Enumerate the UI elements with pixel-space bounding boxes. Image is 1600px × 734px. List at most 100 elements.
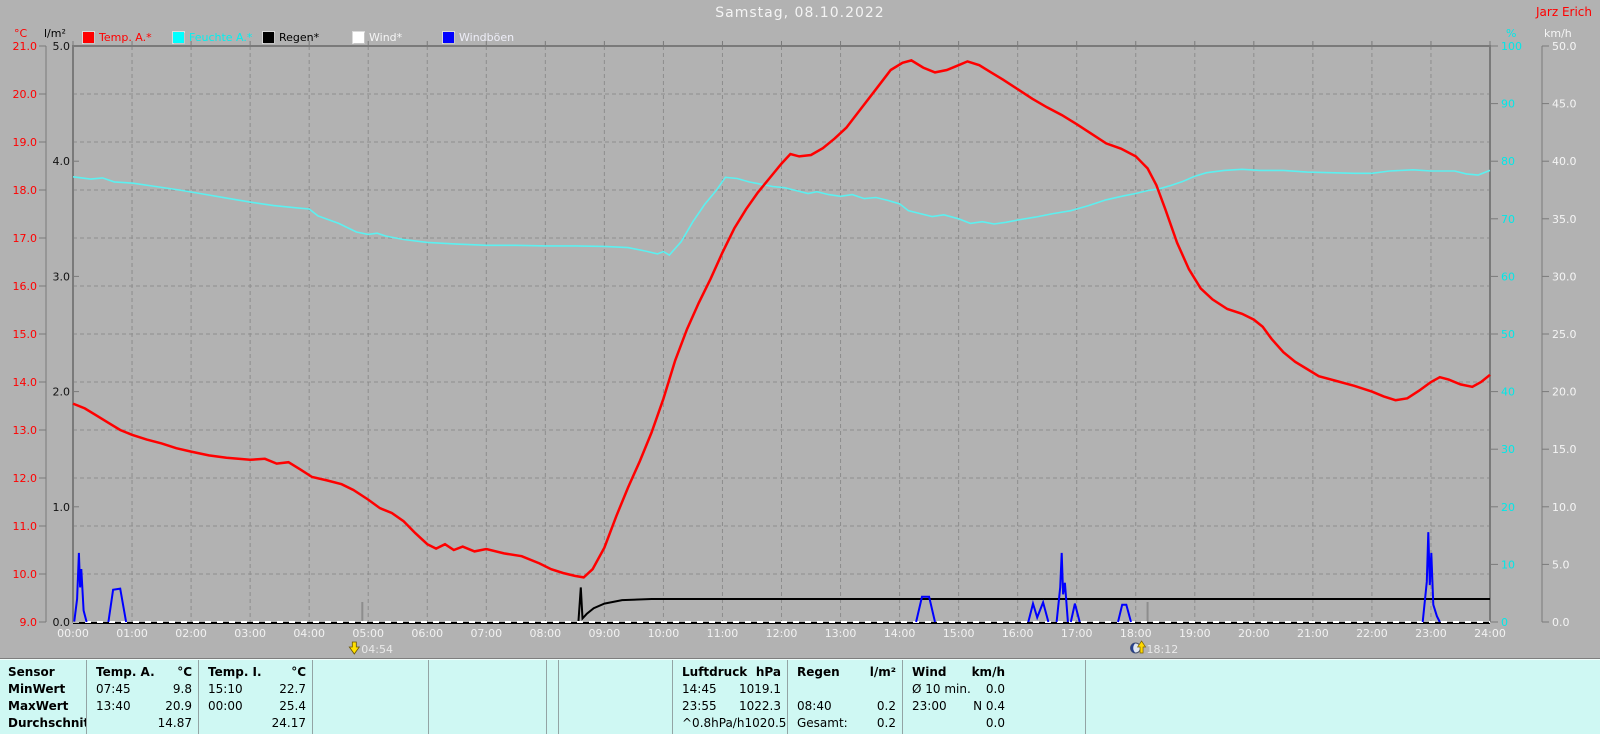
wind-axis-tick-label: 35.0 <box>1552 213 1577 226</box>
humidity-axis-tick-label: 80 <box>1501 155 1515 168</box>
wind-gust-spike <box>1069 603 1081 623</box>
temp-axis-tick-label: 17.0 <box>13 232 38 245</box>
series-legend: Temp. A.* Feuchte A.* Regen* Wind* Windb… <box>83 29 533 45</box>
wind-axis-tick-label: 30.0 <box>1552 270 1577 283</box>
temp-axis-tick-label: 20.0 <box>13 88 38 101</box>
sensor-unit: km/h <box>971 664 1005 679</box>
x-axis-time-label: 19:00 <box>1179 627 1211 640</box>
x-axis-time-label: 14:00 <box>884 627 916 640</box>
legend-label: Regen* <box>279 30 320 44</box>
wind-axis-tick-label: 0.0 <box>1552 616 1570 629</box>
grid-lines <box>73 46 1490 622</box>
min-time: Ø 10 min. <box>912 681 971 696</box>
x-axis-time-label: 12:00 <box>766 627 798 640</box>
min-value: 9.8 <box>172 681 192 696</box>
avg-label: Gesamt: <box>797 715 848 730</box>
x-axis-time-label: 22:00 <box>1356 627 1388 640</box>
temp-axis-tick-label: 21.0 <box>13 40 38 53</box>
table-separator <box>546 660 547 734</box>
avg-value: 0.2 <box>876 715 896 730</box>
rain-axis-tick-label: 0.0 <box>53 616 71 629</box>
legend-item-gusts: Windböen <box>443 29 533 45</box>
wind-gust-spike <box>73 552 88 623</box>
x-axis-time-label: 06:00 <box>411 627 443 640</box>
rain-axis-tick-label: 4.0 <box>53 155 71 168</box>
statistics-table: Sensor MinWert MaxWert Durchschnitt Temp… <box>0 658 1600 734</box>
temp-axis-tick-label: 11.0 <box>13 520 38 533</box>
humidity-axis-tick-label: 100 <box>1501 40 1522 53</box>
x-axis-time-label: 17:00 <box>1061 627 1093 640</box>
wind-gust-spike <box>1027 599 1050 623</box>
max-value: 25.4 <box>279 698 306 713</box>
max-value: 0.2 <box>876 698 896 713</box>
min-value: 0.0 <box>985 681 1005 696</box>
wind-gust-spike <box>1055 552 1069 623</box>
temp-axis-tick-label: 13.0 <box>13 424 38 437</box>
max-value: 20.9 <box>165 698 192 713</box>
max-value: 1022.3 <box>739 698 781 713</box>
rain-series-swatch-icon <box>263 31 274 43</box>
sensor-unit: °C <box>291 664 306 679</box>
table-separator <box>672 660 673 734</box>
wind-axis-tick-label: 40.0 <box>1552 155 1577 168</box>
x-axis-time-label: 21:00 <box>1297 627 1329 640</box>
x-axis-time-label: 07:00 <box>470 627 502 640</box>
x-axis-time-label: 11:00 <box>707 627 739 640</box>
x-axis-time-label: 10:00 <box>648 627 680 640</box>
humidity-axis-unit: % <box>1506 27 1517 40</box>
x-axis-time-label: 24:00 <box>1474 627 1506 640</box>
legend-label: Windböen <box>459 30 515 44</box>
legend-item-humidity: Feuchte A.* <box>173 29 263 45</box>
wind-axis-tick-label: 10.0 <box>1552 501 1577 514</box>
temp-axis-tick-label: 10.0 <box>13 568 38 581</box>
table-separator <box>428 660 429 734</box>
humidity-axis-tick-label: 10 <box>1501 558 1515 571</box>
max-time: 23:00 <box>912 698 947 713</box>
wind-axis-unit: km/h <box>1544 27 1572 40</box>
table-separator <box>198 660 199 734</box>
max-time: 23:55 <box>682 698 717 713</box>
table-row-label: Durchschnitt <box>8 715 86 730</box>
temp-axis-tick-label: 16.0 <box>13 280 38 293</box>
temp-axis-tick-label: 9.0 <box>20 616 38 629</box>
x-axis-time-label: 02:00 <box>175 627 207 640</box>
x-axis-time-label: 08:00 <box>529 627 561 640</box>
rain-axis-tick-label: 5.0 <box>53 40 71 53</box>
wind-gust-spike <box>1117 603 1132 623</box>
x-axis-time-label: 09:00 <box>589 627 621 640</box>
humidity-axis-tick-label: 50 <box>1501 328 1515 341</box>
temp-axis-tick-label: 12.0 <box>13 472 38 485</box>
page-title: Samstag, 08.10.2022 <box>715 5 885 21</box>
humidity-axis-tick-label: 0 <box>1501 616 1508 629</box>
table-separator <box>312 660 313 734</box>
sensor-name: Luftdruck <box>682 664 748 679</box>
avg-value: 0.0 <box>985 715 1005 730</box>
table-separator <box>902 660 903 734</box>
humidity-axis-tick-label: 60 <box>1501 270 1515 283</box>
x-axis-time-label: 18:00 <box>1120 627 1152 640</box>
rain-axis-tick-label: 2.0 <box>53 386 71 399</box>
table-separator <box>86 660 87 734</box>
x-axis-time-label: 15:00 <box>943 627 975 640</box>
min-time: 15:10 <box>208 681 243 696</box>
humidity-axis-tick-label: 30 <box>1501 443 1515 456</box>
x-axis-time-label: 04:00 <box>293 627 325 640</box>
legend-label: Temp. A.* <box>99 30 152 44</box>
x-axis-time-label: 01:00 <box>116 627 148 640</box>
wind-gust-spike <box>1421 532 1441 623</box>
marker-time-label: 18:12 <box>1147 643 1179 656</box>
title-bar: Samstag, 08.10.2022 Jarz Erich <box>0 0 1600 26</box>
station-owner-label: Jarz Erich <box>1536 5 1592 19</box>
max-value: N 0.4 <box>973 698 1005 713</box>
temp-axis-tick-label: 14.0 <box>13 376 38 389</box>
wind-gust-spike <box>107 587 128 623</box>
weather-chart-canvas[interactable]: 21.0 20.0 19.0 18.0 17.0 16.0 15.0 14.0 13.0 12.0… <box>0 40 1600 658</box>
legend-label: Wind* <box>369 30 403 44</box>
series-humidity <box>72 168 1491 257</box>
table-row-label: MaxWert <box>8 698 69 713</box>
x-axis-time-label: 20:00 <box>1238 627 1270 640</box>
x-axis-time-label: 13:00 <box>825 627 857 640</box>
table-row-label: MinWert <box>8 681 66 696</box>
wind-series-swatch-icon <box>353 31 364 43</box>
wind-gust-spike <box>915 595 936 623</box>
